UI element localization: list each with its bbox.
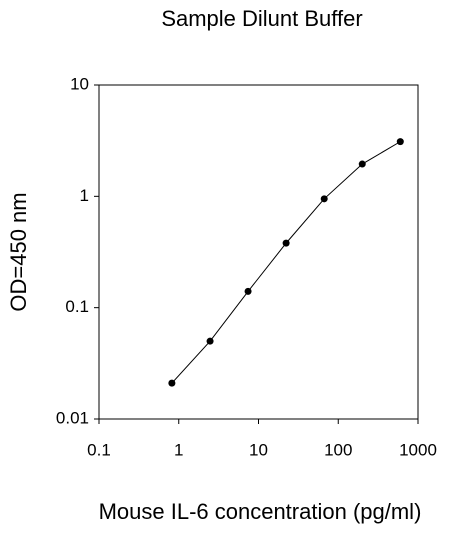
y-tick-label: 1: [80, 186, 89, 205]
data-point: [244, 287, 252, 295]
plot-frame: [98, 84, 419, 420]
x-axis-label: Mouse IL-6 concentration (pg/ml): [99, 499, 422, 524]
data-point: [206, 337, 214, 345]
y-tick-label: 0.1: [65, 297, 89, 316]
data-line: [171, 141, 401, 384]
data-point: [168, 379, 176, 387]
chart-title: Sample Dilunt Buffer: [161, 6, 362, 31]
y-tick-label: 0.01: [56, 408, 89, 427]
data-point: [282, 239, 290, 247]
x-tick-label: 10: [249, 440, 268, 459]
x-tick-label: 100: [324, 440, 352, 459]
y-axis-label: OD=450 nm: [6, 192, 31, 311]
data-point: [396, 138, 404, 146]
data-point: [320, 195, 328, 203]
x-tick-label: 1: [174, 440, 183, 459]
data-point: [358, 160, 366, 168]
x-tick-label: 0.1: [87, 440, 111, 459]
x-tick-label: 1000: [399, 440, 437, 459]
y-tick-label: 10: [70, 74, 89, 93]
